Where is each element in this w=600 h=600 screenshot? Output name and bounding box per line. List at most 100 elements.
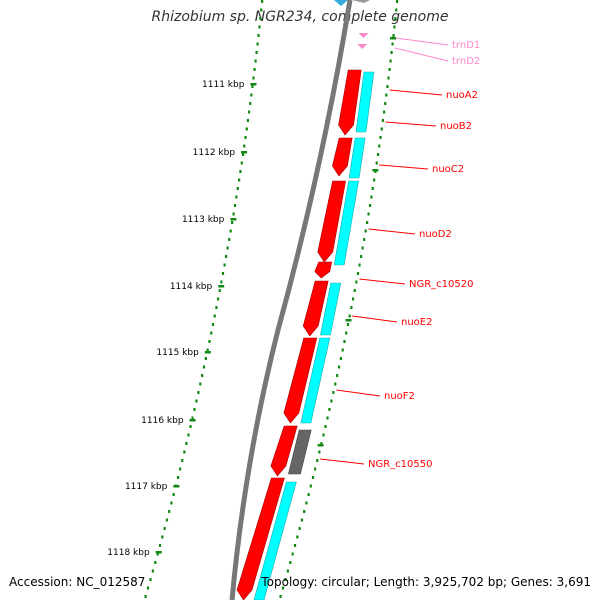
inner-dot [258, 25, 261, 29]
outer-dot [390, 51, 393, 54]
outer-tick [345, 319, 352, 322]
gene-leader-line [389, 89, 443, 96]
outer-dot [314, 467, 317, 471]
genome-backbone [229, 0, 353, 600]
inner-dot [260, 8, 263, 12]
inner-dot [223, 263, 226, 267]
outer-dot [384, 102, 387, 105]
outer-dot [307, 493, 310, 496]
outer-dot [309, 484, 312, 488]
outer-dot [351, 297, 355, 301]
gene-leader-line [320, 458, 365, 465]
accession-text: Accession: NC_012587 [9, 575, 146, 589]
outer-dot [318, 450, 321, 454]
gene-cds-forward [236, 477, 285, 600]
outer-dot [339, 357, 342, 360]
outer-dot [353, 289, 356, 292]
gene-cds-forward [302, 280, 329, 337]
gene-label-trnd2[interactable]: trnD2 [452, 56, 480, 67]
inner-dot [221, 272, 225, 275]
gene-label-nuof2[interactable]: nuoF2 [384, 391, 415, 402]
inner-dot [185, 442, 188, 445]
gene-leader-line [352, 315, 398, 323]
outer-dot [361, 246, 364, 250]
outer-dot [337, 365, 341, 369]
outer-dot [363, 238, 366, 241]
inner-dot [226, 246, 229, 250]
inner-dot [254, 59, 257, 63]
inner-dot [243, 144, 246, 148]
inner-dot [151, 569, 154, 573]
inner-dot [231, 221, 234, 224]
outer-dot [346, 323, 350, 326]
inner-dot [236, 187, 239, 190]
inner-dot [149, 578, 152, 581]
inner-dot [235, 195, 238, 199]
inner-dot [238, 178, 241, 182]
inner-dot [165, 518, 169, 522]
outer-dot [300, 518, 304, 522]
gene-cds-forward [338, 69, 362, 136]
inner-dot [255, 51, 258, 54]
inner-dot [195, 399, 198, 403]
gene-label-nuoa2[interactable]: nuoA2 [446, 90, 478, 101]
outer-dot [387, 76, 390, 80]
inner-dot [189, 425, 192, 428]
inner-dot [201, 374, 204, 377]
inner-dot [146, 586, 150, 590]
inner-dot [206, 348, 209, 352]
scale-tick-label: 1111 kbp [202, 80, 245, 90]
scale-tick-label: 1115 kbp [156, 348, 199, 358]
gene-leader-line [336, 389, 381, 397]
outer-dot [380, 127, 383, 131]
outer-dot [378, 144, 381, 148]
inner-dot [158, 544, 162, 547]
top-cyan-marker [334, 0, 348, 6]
gene-track-cyan [333, 180, 359, 266]
inner-dot [256, 42, 259, 46]
gene-labels: trnD1 trnD2 nuoA2 nuoB2 nuoC2 nuoD2 NGR_c10520… [320, 37, 480, 470]
outer-dot [381, 119, 385, 122]
scale-tick-label: 1117 kbp [125, 482, 168, 492]
gene-track-cyan [348, 137, 366, 179]
inner-dot [239, 170, 242, 173]
outer-dot [379, 136, 382, 139]
scale-tick-label: 1112 kbp [193, 148, 236, 158]
gene-cds-forward [332, 137, 353, 177]
outer-dot [367, 212, 370, 216]
scale-tick-label: 1118 kbp [107, 548, 150, 558]
inner-dot [204, 357, 207, 360]
gene-track-cyan [300, 337, 331, 424]
outer-dot [374, 170, 377, 173]
gene-label-nuob2[interactable]: nuoB2 [440, 121, 472, 132]
inner-dot [215, 306, 218, 309]
inner-dot [156, 552, 159, 556]
scale-tick-label: 1113 kbp [182, 215, 225, 225]
gene-label-nuod2[interactable]: nuoD2 [419, 229, 452, 240]
genome-title: Rhizobium sp. NGR234, complete genome [151, 9, 449, 25]
inner-dot [179, 467, 182, 471]
inner-scale-track [144, 0, 264, 598]
scale-tick [204, 351, 211, 354]
outer-dot [393, 25, 396, 29]
gene-label-trnd1[interactable]: trnD1 [452, 40, 480, 51]
outer-dot [345, 331, 348, 335]
outer-dot [296, 535, 299, 539]
outer-dot [356, 272, 360, 275]
gene-label-nuoe2[interactable]: nuoE2 [401, 317, 432, 328]
inner-dot [210, 331, 213, 335]
outer-dot [360, 255, 363, 258]
gene-label-ngr_c10550[interactable]: NGR_c10550 [368, 459, 433, 470]
inner-dot [213, 314, 216, 318]
inner-dot [246, 119, 250, 122]
scale-tick-label: 1114 kbp [170, 282, 213, 292]
gene-label-ngr_c10520[interactable]: NGR_c10520 [409, 279, 474, 290]
inner-dot [228, 238, 231, 241]
gene-label-nuoc2[interactable]: nuoC2 [432, 164, 464, 175]
outer-tick [389, 37, 396, 40]
outer-dot [370, 195, 373, 199]
inner-dot [199, 382, 202, 386]
outer-dot [388, 68, 391, 71]
outer-dot [291, 552, 294, 556]
gene-trna [358, 33, 369, 38]
